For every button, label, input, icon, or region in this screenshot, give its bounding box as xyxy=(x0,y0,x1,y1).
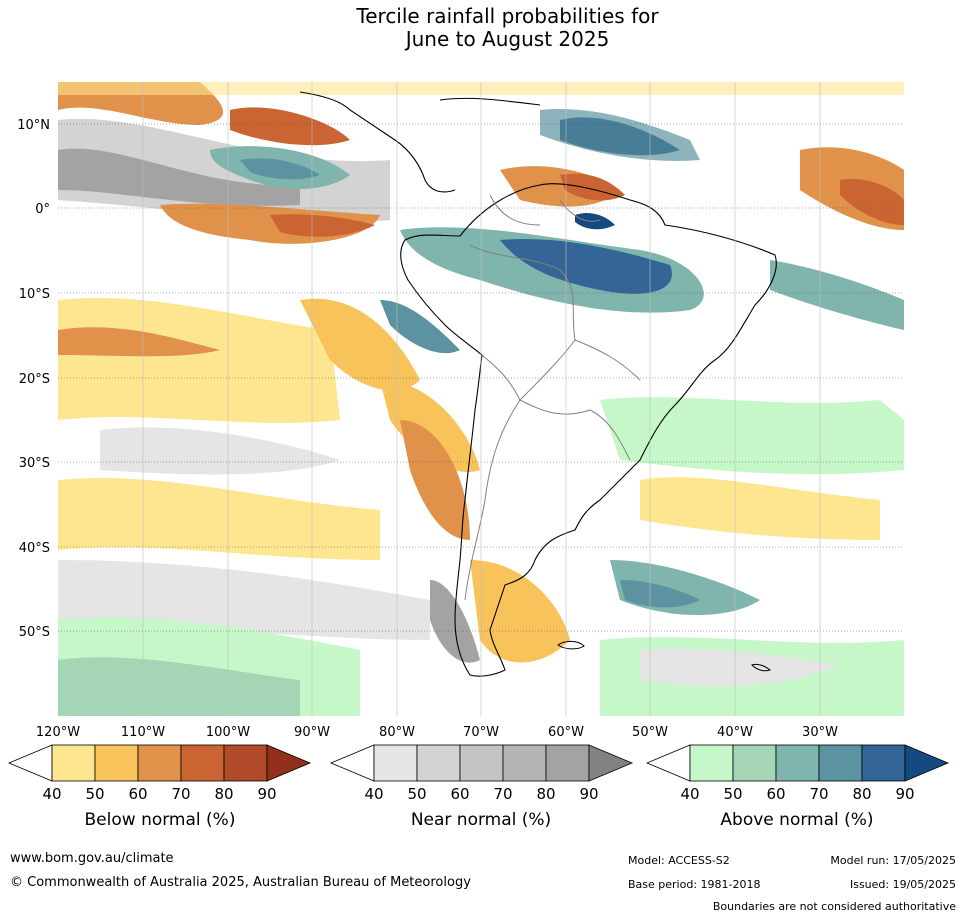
lat-label-0: 0° xyxy=(35,202,50,217)
near-colorbar-tick-label: 40 xyxy=(364,785,383,803)
near-colorbar-tick-label: 50 xyxy=(407,785,426,803)
near-colorbar-low-extend xyxy=(329,744,375,782)
above-colorbar-segment xyxy=(818,744,863,782)
below-colorbar-high-extend xyxy=(266,744,312,782)
central-america-coastline xyxy=(299,91,456,193)
near-colorbar-tick-label: 60 xyxy=(450,785,469,803)
lat-label-20s: 20°S xyxy=(19,372,50,387)
lat-label-10n: 10°N xyxy=(17,118,50,133)
lon-label-70w: 70°W xyxy=(463,725,499,740)
lon-label-30w: 30°W xyxy=(802,725,838,740)
above-colorbar-tick-label: 40 xyxy=(680,785,699,803)
lat-label-30s: 30°S xyxy=(19,456,50,471)
footer-model: Model: ACCESS-S2 xyxy=(628,854,730,867)
colorbar-above-normal: 40 50 60 70 80 90 xyxy=(645,744,950,803)
lon-label-80w: 80°W xyxy=(379,725,415,740)
below-colorbar-tick-label: 40 xyxy=(42,785,61,803)
colorbar-near-title: Near normal (%) xyxy=(411,810,551,830)
below-colorbar-tick-label: 60 xyxy=(128,785,147,803)
above-colorbar-tick-label: 50 xyxy=(723,785,742,803)
footer-disclaimer: Boundaries are not considered authoritat… xyxy=(712,900,956,913)
below-colorbar-tick-label: 90 xyxy=(257,785,276,803)
footer-base-period: Base period: 1981-2018 xyxy=(628,878,761,891)
near-colorbar-high-extend xyxy=(588,744,634,782)
above-colorbar-segment xyxy=(861,744,906,782)
above-colorbar-low-extend xyxy=(645,744,691,782)
map-title-line1: Tercile rainfall probabilities for xyxy=(356,4,659,28)
below-colorbar-tick-label: 80 xyxy=(214,785,233,803)
colorbar-above-title: Above normal (%) xyxy=(720,810,873,830)
meridians xyxy=(142,82,821,716)
near-colorbar-segment xyxy=(373,744,418,782)
above-colorbar-tick-label: 90 xyxy=(895,785,914,803)
below-colorbar-segment xyxy=(51,744,96,782)
lon-label-120w: 120°W xyxy=(36,725,80,740)
lon-label-110w: 110°W xyxy=(121,725,165,740)
lat-label-50s: 50°S xyxy=(19,625,50,640)
latitude-labels: 10°N 0° 10°S 20°S 30°S 40°S 50°S xyxy=(17,118,50,640)
colorbar-below-normal: 40 50 60 70 80 90 xyxy=(7,744,312,803)
near-colorbar-tick-label: 80 xyxy=(536,785,555,803)
footer-copyright: © Commonwealth of Australia 2025, Austra… xyxy=(10,875,471,890)
colorbar-below-title: Below normal (%) xyxy=(85,810,236,830)
below-colorbar-tick-label: 70 xyxy=(171,785,190,803)
above-colorbar-segment xyxy=(775,744,820,782)
above-colorbar-segment xyxy=(732,744,777,782)
lat-label-40s: 40°S xyxy=(19,541,50,556)
below-colorbar-tick-label: 50 xyxy=(85,785,104,803)
caribbean-islands xyxy=(439,97,541,106)
below-colorbar-segment xyxy=(94,744,139,782)
lon-label-100w: 100°W xyxy=(206,725,250,740)
below-colorbar-low-extend xyxy=(7,744,53,782)
near-colorbar-segment xyxy=(459,744,504,782)
footer-issued: Issued: 19/05/2025 xyxy=(849,878,956,891)
near-colorbar-tick-label: 90 xyxy=(579,785,598,803)
longitude-labels: 120°W 110°W 100°W 90°W 80°W 70°W 60°W 50… xyxy=(36,725,838,740)
below-colorbar-segment xyxy=(180,744,225,782)
above-colorbar-tick-label: 60 xyxy=(766,785,785,803)
above-colorbar-tick-label: 70 xyxy=(809,785,828,803)
probability-field xyxy=(58,82,904,716)
above-colorbar-high-extend xyxy=(904,744,950,782)
map-title-line2: June to August 2025 xyxy=(405,27,610,51)
colorbar-near-normal: 40 50 60 70 80 90 xyxy=(329,744,634,803)
map-title: Tercile rainfall probabilities for June … xyxy=(0,5,965,51)
country-borders xyxy=(464,194,641,601)
below-colorbar-segment xyxy=(223,744,268,782)
near-colorbar-segment xyxy=(502,744,547,782)
above-colorbar-segment xyxy=(689,744,734,782)
lon-label-60w: 60°W xyxy=(548,725,584,740)
lon-label-50w: 50°W xyxy=(632,725,668,740)
above-colorbar-tick-label: 80 xyxy=(852,785,871,803)
near-colorbar-segment xyxy=(545,744,590,782)
lon-label-90w: 90°W xyxy=(294,725,330,740)
lon-label-40w: 40°W xyxy=(717,725,753,740)
falkland-islands xyxy=(557,640,585,650)
footer-model-run: Model run: 17/05/2025 xyxy=(830,854,956,867)
below-colorbar-segment xyxy=(137,744,182,782)
near-colorbar-tick-label: 70 xyxy=(493,785,512,803)
near-colorbar-segment xyxy=(416,744,461,782)
map-plot-area xyxy=(58,82,904,716)
south-america-coastline xyxy=(400,183,777,677)
lat-label-10s: 10°S xyxy=(19,287,50,302)
footer-website: www.bom.gov.au/climate xyxy=(10,851,174,866)
south-georgia xyxy=(751,663,772,672)
